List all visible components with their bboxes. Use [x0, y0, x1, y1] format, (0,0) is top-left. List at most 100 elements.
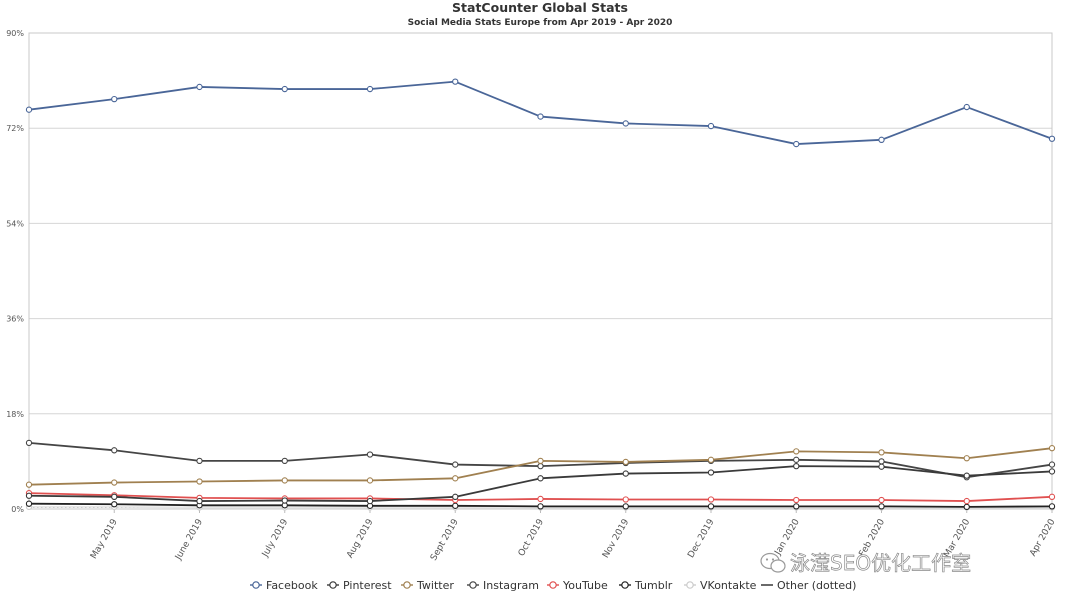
plot-frame	[28, 32, 1053, 510]
series-facebook	[25, 78, 1056, 148]
data-point	[963, 103, 970, 111]
legend-item[interactable]: VKontakte	[684, 579, 757, 592]
data-point	[1048, 445, 1056, 452]
legend-label: Other (dotted)	[777, 579, 856, 592]
legend: Facebook Pinterest Twitter Instagram YouTube…	[250, 579, 856, 592]
legend-marker	[469, 581, 477, 589]
data-point	[111, 493, 118, 500]
data-point	[366, 477, 374, 484]
legend-item[interactable]: Twitter	[401, 579, 454, 592]
watermark: 泳滢SEO优化工作室	[760, 551, 971, 575]
legend-label: Tumblr	[634, 579, 673, 592]
data-point	[793, 503, 800, 510]
data-point	[25, 500, 33, 507]
x-tick-label: Sept 2019	[429, 517, 461, 562]
data-point	[537, 475, 544, 482]
data-point	[622, 458, 629, 466]
legend-marker	[403, 581, 411, 589]
data-point	[878, 458, 885, 465]
data-point	[1048, 493, 1056, 500]
data-point	[707, 496, 715, 503]
series-youtube	[25, 489, 1056, 505]
data-point	[196, 457, 203, 465]
y-tick-label: 0%	[11, 505, 24, 514]
series-twitter	[25, 445, 1056, 488]
y-tick-label: 36%	[6, 315, 24, 324]
data-point	[537, 457, 544, 465]
x-tick-label: Oct 2019	[517, 517, 546, 558]
data-point	[111, 479, 118, 486]
data-point	[793, 456, 800, 463]
data-point	[878, 449, 885, 456]
data-point	[622, 503, 629, 510]
data-point	[281, 497, 288, 504]
data-point	[111, 447, 118, 454]
data-point	[963, 455, 970, 462]
legend-marker	[621, 581, 629, 589]
data-point	[878, 503, 885, 510]
data-point	[366, 451, 374, 458]
y-tick-label: 72%	[6, 124, 24, 133]
data-point	[793, 448, 800, 455]
y-tick-label: 90%	[6, 29, 24, 38]
data-point	[25, 481, 33, 488]
legend-item[interactable]: Pinterest	[327, 579, 392, 592]
legend-label: Instagram	[483, 579, 539, 592]
data-point	[537, 495, 544, 503]
legend-item[interactable]: Facebook	[250, 579, 318, 592]
data-point	[196, 83, 203, 91]
data-point	[452, 475, 459, 482]
data-point	[111, 501, 118, 508]
data-point	[707, 469, 715, 476]
legend-label: Facebook	[266, 579, 318, 592]
y-tick-label: 18%	[6, 410, 24, 419]
x-tick-label: June 2019	[173, 517, 205, 562]
data-point	[111, 95, 118, 103]
data-point	[1048, 135, 1056, 142]
legend-item[interactable]: Tumblr	[619, 579, 673, 592]
data-point	[196, 497, 203, 505]
legend-label: Pinterest	[343, 579, 392, 592]
series-line	[28, 80, 1053, 145]
data-point	[366, 85, 374, 93]
data-point	[25, 439, 33, 447]
data-point	[1048, 503, 1056, 510]
data-point	[452, 493, 459, 500]
data-point	[622, 496, 629, 503]
legend-label: YouTube	[562, 579, 608, 592]
x-tick-label: Dec 2019	[686, 517, 716, 560]
legend-label: VKontakte	[700, 579, 757, 592]
legend-item[interactable]: Other (dotted)	[761, 579, 856, 592]
data-point	[452, 502, 459, 509]
chart-title: StatCounter Global Stats	[452, 0, 628, 15]
data-point	[452, 461, 459, 468]
legend-marker	[329, 581, 337, 589]
data-point	[537, 463, 544, 470]
data-point	[1048, 461, 1056, 468]
data-point	[452, 78, 459, 85]
series-layer	[25, 78, 1056, 511]
data-point	[963, 503, 970, 511]
series-pinterest	[25, 463, 1056, 505]
data-point	[537, 503, 544, 510]
data-point	[622, 120, 629, 127]
data-point	[281, 457, 288, 465]
data-point	[281, 477, 288, 484]
x-tick-label: May 2019	[89, 517, 120, 561]
legend-item[interactable]: YouTube	[547, 579, 608, 592]
y-axis-ticks: 0% 18% 36% 54% 72% 90%	[6, 29, 24, 514]
data-point	[878, 463, 885, 470]
legend-marker	[549, 581, 557, 589]
chart-subtitle: Social Media Stats Europe from Apr 2019 …	[408, 18, 673, 28]
data-point	[196, 478, 203, 485]
data-point	[963, 472, 970, 479]
y-tick-label: 54%	[6, 219, 24, 228]
data-point	[878, 136, 885, 143]
x-tick-label: Nov 2019	[601, 517, 631, 560]
legend-marker	[686, 581, 694, 589]
legend-marker	[252, 581, 260, 589]
legend-item[interactable]: Instagram	[467, 579, 539, 592]
data-point	[793, 140, 800, 148]
data-point	[707, 456, 715, 463]
